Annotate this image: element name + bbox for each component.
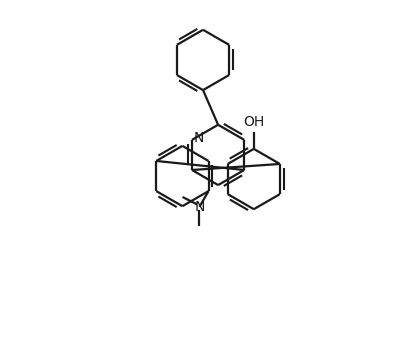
Text: N: N — [193, 131, 204, 145]
Text: OH: OH — [243, 115, 264, 129]
Text: N: N — [194, 200, 204, 214]
